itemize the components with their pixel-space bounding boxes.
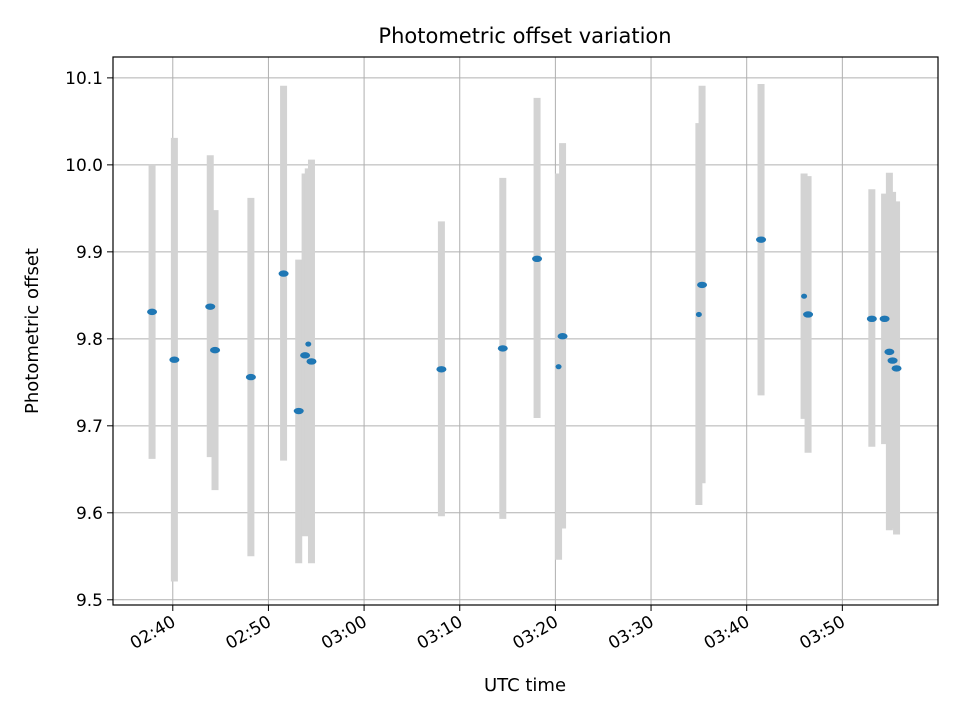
- data-point: [532, 255, 543, 263]
- data-point: [884, 348, 895, 356]
- chart-title: Photometric offset variation: [378, 24, 671, 48]
- data-point: [210, 346, 221, 354]
- grid: [113, 57, 938, 605]
- y-axis-ticks: 9.5 9.6 9.7 9.8 9.9 10.0 10.1: [65, 69, 113, 611]
- data-point: [557, 333, 568, 340]
- x-axis-label: UTC time: [484, 675, 566, 696]
- data-point: [245, 373, 256, 381]
- data-point: [497, 345, 508, 352]
- data-point: [887, 357, 898, 364]
- data-point: [555, 364, 562, 370]
- data-point: [306, 358, 317, 365]
- data-points: [147, 236, 902, 415]
- y-tick-label: 10.1: [65, 69, 103, 89]
- data-point: [695, 311, 702, 318]
- data-point: [205, 303, 216, 310]
- data-point: [436, 366, 447, 373]
- data-point: [879, 315, 890, 323]
- y-tick-label: 9.8: [76, 330, 103, 350]
- data-point: [305, 341, 312, 347]
- data-point: [147, 308, 158, 316]
- data-point: [891, 365, 902, 372]
- y-tick-label: 9.7: [76, 417, 103, 437]
- y-tick-label: 10.0: [65, 156, 103, 176]
- data-point: [169, 356, 180, 363]
- y-axis-label: Photometric offset: [22, 248, 43, 414]
- data-point: [293, 407, 304, 415]
- y-tick-label: 9.5: [76, 591, 103, 611]
- y-tick-label: 9.6: [76, 504, 103, 524]
- data-point: [803, 311, 814, 318]
- data-point: [697, 281, 708, 289]
- data-point: [756, 236, 767, 243]
- data-point: [866, 315, 877, 323]
- data-point: [300, 352, 311, 359]
- data-point: [278, 270, 289, 277]
- y-tick-label: 9.9: [76, 243, 103, 263]
- data-point: [801, 293, 808, 299]
- plot-frame: [112, 56, 939, 606]
